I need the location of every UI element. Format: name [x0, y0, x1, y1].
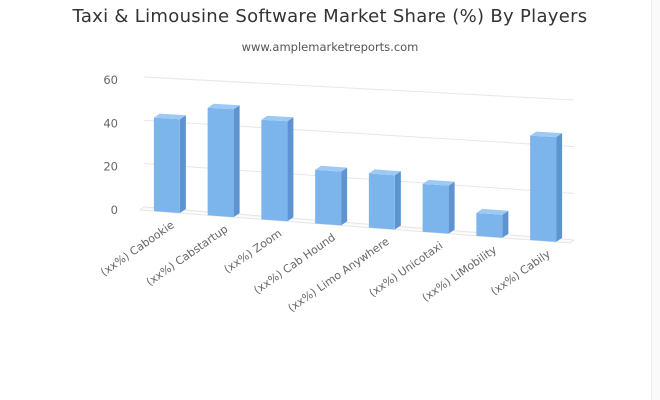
bar-top — [368, 169, 401, 176]
bar-side — [502, 210, 509, 238]
bar — [315, 169, 342, 226]
bar-top — [261, 115, 294, 122]
bar-side — [448, 181, 455, 234]
chart-subtitle: www.amplemarketreports.com — [241, 40, 419, 54]
y-axis-ticks: 0 20 40 60 — [103, 73, 118, 217]
bar — [261, 119, 288, 222]
bar — [207, 107, 234, 218]
bar-top — [207, 103, 240, 110]
bar-side — [287, 117, 294, 222]
bar-side — [233, 105, 240, 218]
bars — [153, 103, 563, 242]
x-tick-label: (xx%) Cabily — [488, 247, 553, 298]
x-tick-label: (xx%) Zoom — [222, 227, 285, 276]
chart-floor — [138, 206, 576, 244]
gridline — [143, 76, 575, 101]
bar-top — [153, 113, 186, 120]
scrollbar-track — [651, 0, 660, 400]
bar-top — [530, 131, 563, 138]
bar-top — [422, 179, 455, 186]
bar-side — [394, 171, 401, 230]
bar — [530, 135, 557, 242]
y-tick-label: 40 — [103, 116, 118, 130]
bar-top — [315, 165, 348, 172]
x-tick-label: (xx%) Limo Anywhere — [285, 235, 391, 315]
chart-title: Taxi & Limousine Software Market Share (… — [72, 6, 588, 27]
bar-side — [179, 115, 186, 214]
bar-side — [341, 167, 348, 226]
bar-side — [556, 133, 563, 242]
y-tick-label: 20 — [103, 160, 118, 174]
y-tick-label: 60 — [103, 73, 118, 87]
bar-top — [476, 208, 509, 215]
bar — [153, 117, 180, 214]
bar — [476, 212, 503, 238]
bar — [422, 183, 449, 234]
bar — [368, 173, 395, 230]
y-tick-label: 0 — [111, 203, 118, 217]
